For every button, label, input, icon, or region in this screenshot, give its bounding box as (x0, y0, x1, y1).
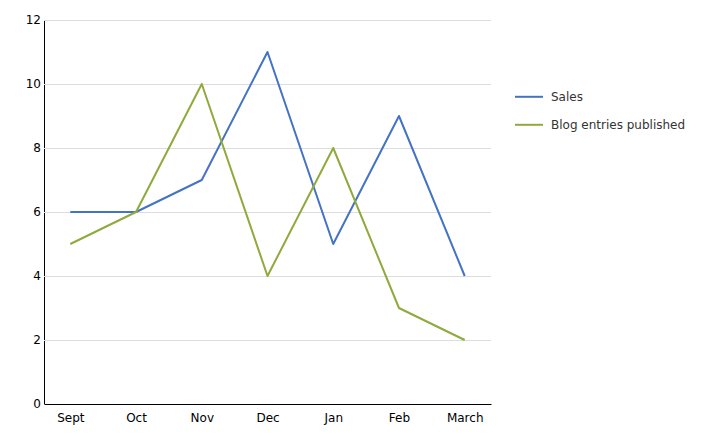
x-tick-label: Jan (323, 411, 343, 425)
y-tick: 12 (26, 13, 491, 27)
y-axis-line (45, 21, 492, 405)
grid-line (44, 340, 491, 341)
legend-label: Sales (551, 90, 583, 104)
x-tick-label: Dec (256, 411, 279, 425)
y-tick: 2 (33, 333, 491, 347)
x-tick: March (447, 411, 484, 425)
x-axis-line (45, 404, 492, 405)
legend-item: Blog entries published (515, 118, 685, 132)
legend: Sales Blog entries published (515, 90, 685, 132)
y-tick-label: 2 (33, 333, 41, 347)
grid-line (44, 148, 491, 149)
grid-line (44, 404, 491, 405)
y-tick-label: 10 (26, 77, 41, 91)
x-tick: Oct (126, 411, 147, 425)
x-tick-label: Oct (126, 411, 147, 425)
legend-item: Sales (515, 90, 583, 104)
y-tick-label: 6 (33, 205, 41, 219)
x-tick: Nov (191, 411, 214, 425)
x-tick-label: Nov (191, 411, 214, 425)
y-tick: 0 (33, 397, 491, 411)
line (70, 52, 464, 276)
y-tick-label: 8 (33, 141, 41, 155)
y-tick: 4 (33, 269, 491, 283)
y-tick-label: 0 (33, 397, 41, 411)
legend-swatch (515, 124, 543, 126)
x-axis: Sept Oct Nov Dec Jan Feb March (45, 405, 492, 425)
x-tick-label: March (447, 411, 484, 425)
legend-label: Blog entries published (551, 118, 685, 132)
x-tick: Dec (256, 411, 279, 425)
y-tick-label: 4 (33, 269, 41, 283)
x-tick: Feb (389, 411, 410, 425)
x-tick: Jan (323, 411, 343, 425)
grid-line (44, 20, 491, 21)
y-axis: 0 2 4 6 8 10 12 (26, 13, 491, 411)
x-tick: Sept (57, 411, 85, 425)
legend-swatch (515, 96, 543, 98)
lines (70, 52, 464, 340)
x-tick-label: Feb (389, 411, 410, 425)
line (70, 84, 464, 340)
y-tick: 8 (33, 141, 491, 155)
y-tick-label: 12 (26, 13, 41, 27)
chart: 0 2 4 6 8 10 12 Sept Oct Nov Dec Jan Feb March Sales Bl… (0, 0, 701, 438)
grid-line (44, 84, 491, 85)
y-tick: 10 (26, 77, 491, 91)
x-tick-label: Sept (57, 411, 85, 425)
plot: 0 2 4 6 8 10 12 Sept Oct Nov Dec Jan Feb March (26, 13, 492, 424)
